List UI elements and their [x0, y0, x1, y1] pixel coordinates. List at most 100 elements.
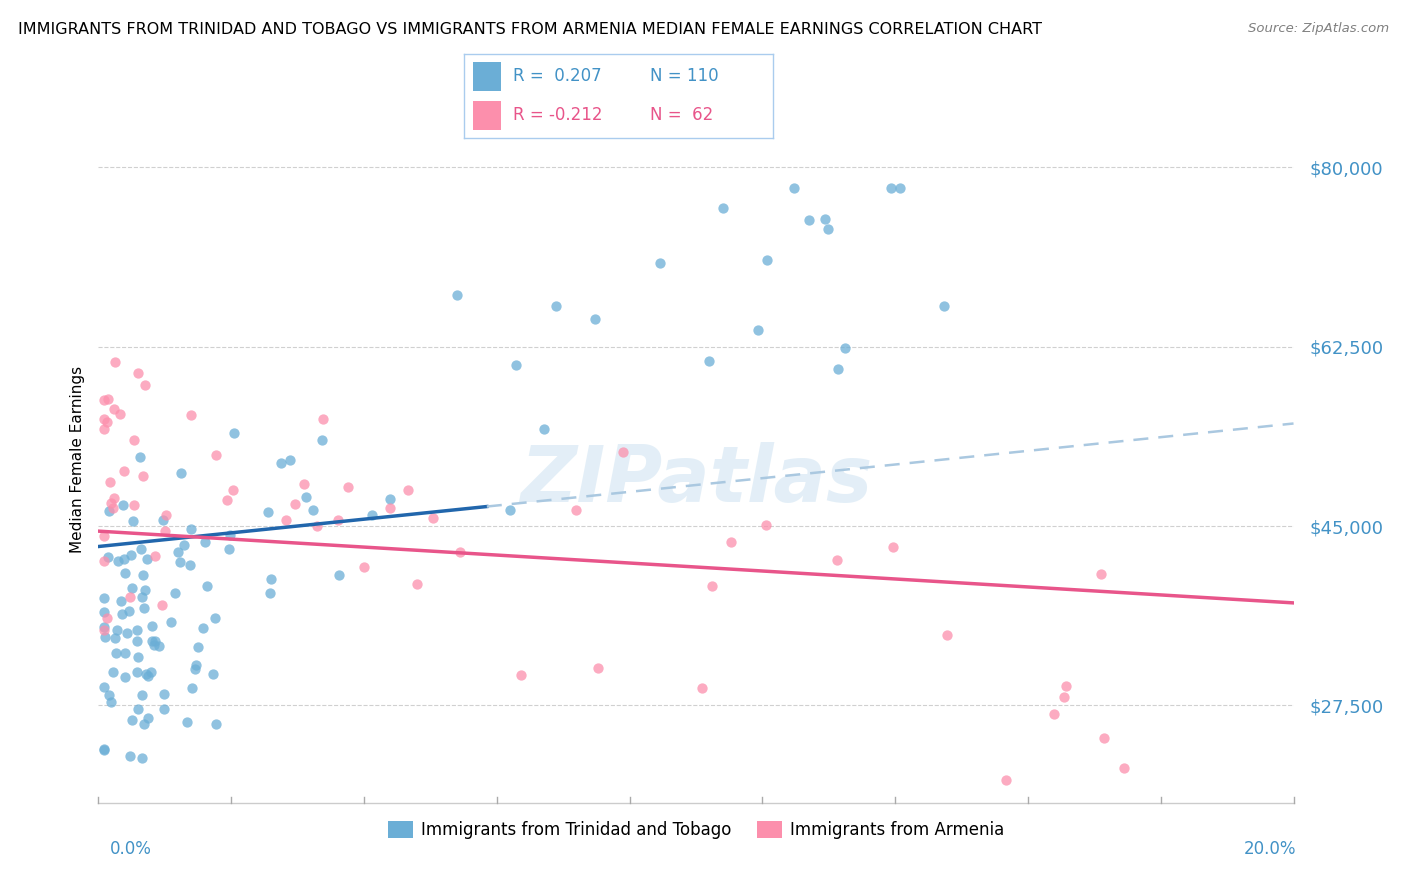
Point: [170, 467, 193, 481]
Point: [132, 568, 155, 582]
Point: [586, 661, 609, 675]
Point: [125, 665, 148, 679]
Point: [152, 513, 174, 527]
Point: [405, 576, 427, 591]
Point: [120, 548, 142, 562]
Point: [100, 496, 122, 510]
Point: [118, 749, 141, 764]
Point: [193, 621, 215, 635]
Point: [449, 545, 471, 559]
Point: [195, 579, 218, 593]
Point: [136, 669, 159, 683]
Point: [121, 713, 143, 727]
Point: [1092, 731, 1115, 746]
Point: [131, 590, 153, 604]
Text: IMMIGRANTS FROM TRINIDAD AND TOBAGO VS IMMIGRANTS FROM ARMENIA MEDIAN FEMALE EAR: IMMIGRANTS FROM TRINIDAD AND TOBAGO VS I…: [18, 22, 1042, 37]
Point: [93, 742, 115, 756]
Text: R = -0.212: R = -0.212: [513, 106, 603, 124]
Point: [222, 483, 245, 497]
Point: [134, 583, 156, 598]
Point: [141, 619, 163, 633]
Point: [882, 540, 904, 554]
Point: [135, 552, 157, 566]
Point: [141, 633, 163, 648]
Point: [204, 611, 226, 625]
Point: [93, 554, 115, 568]
Point: [96, 610, 118, 624]
Point: [270, 456, 292, 470]
Point: [122, 498, 145, 512]
Point: [205, 717, 228, 731]
Point: [932, 299, 955, 313]
Point: [131, 750, 153, 764]
Point: [155, 508, 177, 522]
Point: [880, 180, 903, 194]
Point: [260, 572, 283, 586]
Point: [711, 201, 734, 215]
Point: [93, 529, 115, 543]
Point: [114, 566, 136, 580]
Point: [312, 411, 335, 425]
Point: [93, 624, 115, 638]
Point: [935, 628, 957, 642]
Point: [107, 554, 129, 568]
Point: [103, 355, 125, 369]
Point: [94, 630, 117, 644]
Point: [994, 772, 1017, 787]
Point: [184, 662, 207, 676]
Point: [834, 342, 856, 356]
Point: [307, 519, 329, 533]
Point: [1043, 706, 1066, 721]
Text: R =  0.207: R = 0.207: [513, 68, 602, 86]
Point: [825, 553, 848, 567]
Point: [259, 586, 281, 600]
Point: [648, 256, 671, 270]
Point: [446, 288, 468, 302]
Point: [814, 212, 837, 227]
Point: [510, 668, 533, 682]
Point: [135, 666, 157, 681]
Point: [396, 483, 419, 497]
Point: [127, 366, 149, 380]
Point: [108, 407, 131, 421]
Point: [326, 512, 349, 526]
Point: [827, 361, 849, 376]
Point: [120, 591, 142, 605]
Point: [115, 626, 138, 640]
Point: [96, 415, 118, 429]
Point: [125, 633, 148, 648]
Point: [145, 634, 167, 648]
Point: [129, 542, 152, 557]
Point: [101, 665, 124, 680]
Point: [97, 392, 120, 406]
Point: [720, 535, 742, 549]
Point: [101, 500, 124, 515]
Point: [134, 717, 156, 731]
Point: [546, 299, 568, 313]
Point: [218, 542, 240, 557]
Point: [353, 559, 375, 574]
Point: [565, 503, 588, 517]
Point: [128, 450, 150, 464]
Point: [122, 433, 145, 447]
Point: [181, 681, 204, 696]
Point: [148, 639, 170, 653]
Point: [889, 180, 911, 194]
Point: [93, 605, 115, 619]
Point: [121, 514, 143, 528]
Point: [159, 615, 181, 629]
Point: [93, 743, 115, 757]
Text: Source: ZipAtlas.com: Source: ZipAtlas.com: [1249, 22, 1389, 36]
Point: [612, 445, 634, 459]
Point: [131, 689, 153, 703]
Point: [169, 555, 191, 569]
Point: [114, 670, 136, 684]
Point: [222, 426, 245, 441]
Y-axis label: Median Female Earnings: Median Female Earnings: [69, 366, 84, 553]
Point: [295, 490, 318, 504]
Point: [111, 498, 134, 512]
Text: 0.0%: 0.0%: [110, 840, 152, 858]
Point: [112, 464, 135, 478]
Point: [756, 253, 779, 268]
Point: [328, 568, 350, 582]
